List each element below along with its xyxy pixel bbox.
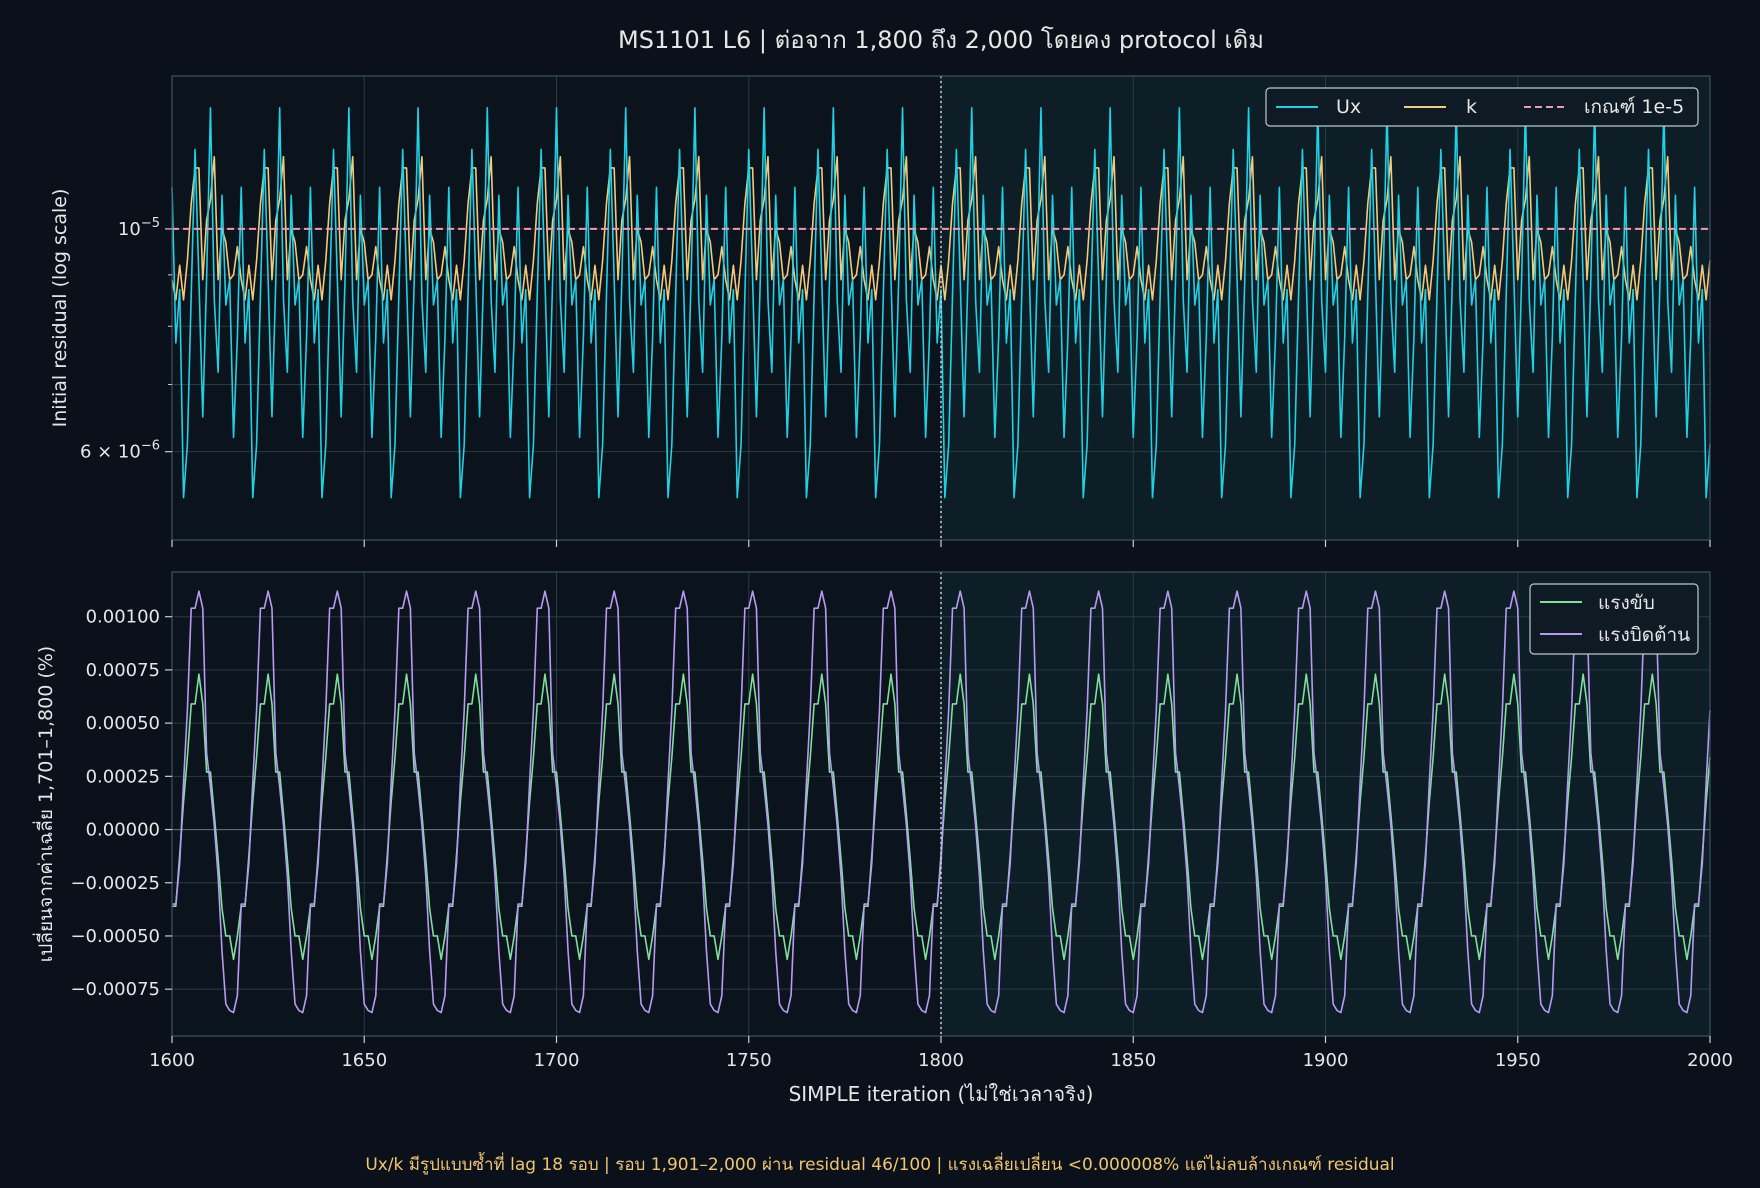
legend-label-ux: Ux <box>1336 96 1361 118</box>
x-tick-label: 1850 <box>1110 1050 1156 1071</box>
residual-y-axis-label: Initial residual (log scale) <box>49 189 71 428</box>
x-tick-label: 1700 <box>534 1050 580 1071</box>
y-tick-label: 0.00075 <box>86 660 160 681</box>
y-tick-label: 0.00100 <box>86 607 160 628</box>
force-legend: แรงขับ แรงบิดต้าน <box>1529 583 1699 655</box>
y-tick-label: 0.00025 <box>86 766 160 787</box>
residual-panel: 10−5 6 × 10−6 Initial residual (log scale… <box>49 75 1711 547</box>
force-x-axis: 1600 1650 1700 1750 1800 1850 1900 1950 2000 <box>149 1036 1733 1071</box>
legend-label-thrust: แรงขับ <box>1598 592 1655 614</box>
y-tick-label: −0.00075 <box>70 979 160 1000</box>
x-axis-label: SIMPLE iteration (ไม่ใช่เวลาจริง) <box>789 1082 1094 1106</box>
force-y-axis-label: เปลี่ยนจากค่าเฉลี่ย 1,701–1,800 (%) <box>32 646 57 962</box>
legend-label-threshold: เกณฑ์ 1e-5 <box>1584 96 1684 118</box>
x-tick-label: 1600 <box>149 1050 195 1071</box>
residual-x-ticks <box>171 540 1711 547</box>
y-tick-label: −0.00050 <box>70 926 160 947</box>
legend-label-k: k <box>1466 96 1477 118</box>
x-tick-label: 1650 <box>341 1050 387 1071</box>
residual-series-group <box>171 107 1711 499</box>
x-tick-label: 1800 <box>918 1050 964 1071</box>
force-y-axis: 0.00100 0.00075 0.00050 0.00025 0.00000 −0.00… <box>70 607 172 1000</box>
residual-legend-box <box>1265 87 1699 127</box>
y-tick-label: 6 × 10−6 <box>80 439 160 463</box>
y-tick-label: 0.00000 <box>86 820 160 841</box>
x-tick-label: 1950 <box>1495 1050 1541 1071</box>
x-tick-label: 1750 <box>726 1050 772 1071</box>
residual-y-axis: 10−5 6 × 10−6 <box>80 216 172 463</box>
residual-legend: Ux k เกณฑ์ 1e-5 <box>1265 87 1699 127</box>
x-tick-label: 2000 <box>1687 1050 1733 1071</box>
force-panel: 0.00100 0.00075 0.00050 0.00025 0.00000 −0.00… <box>32 571 1733 1106</box>
legend-label-torque: แรงบิดต้าน <box>1598 624 1690 646</box>
figure-title: MS1101 L6 | ต่อจาก 1,800 ถึง 2,000 โดยคง… <box>618 26 1264 54</box>
y-tick-label: −0.00025 <box>70 873 160 894</box>
figure-footnote: Ux/k มีรูปแบบซ้ำที่ lag 18 รอบ | รอบ 1,9… <box>365 1152 1394 1175</box>
series-line-ux <box>171 107 1711 499</box>
x-tick-label: 1900 <box>1303 1050 1349 1071</box>
y-tick-label: 10−5 <box>118 216 160 240</box>
y-tick-label: 0.00050 <box>86 713 160 734</box>
